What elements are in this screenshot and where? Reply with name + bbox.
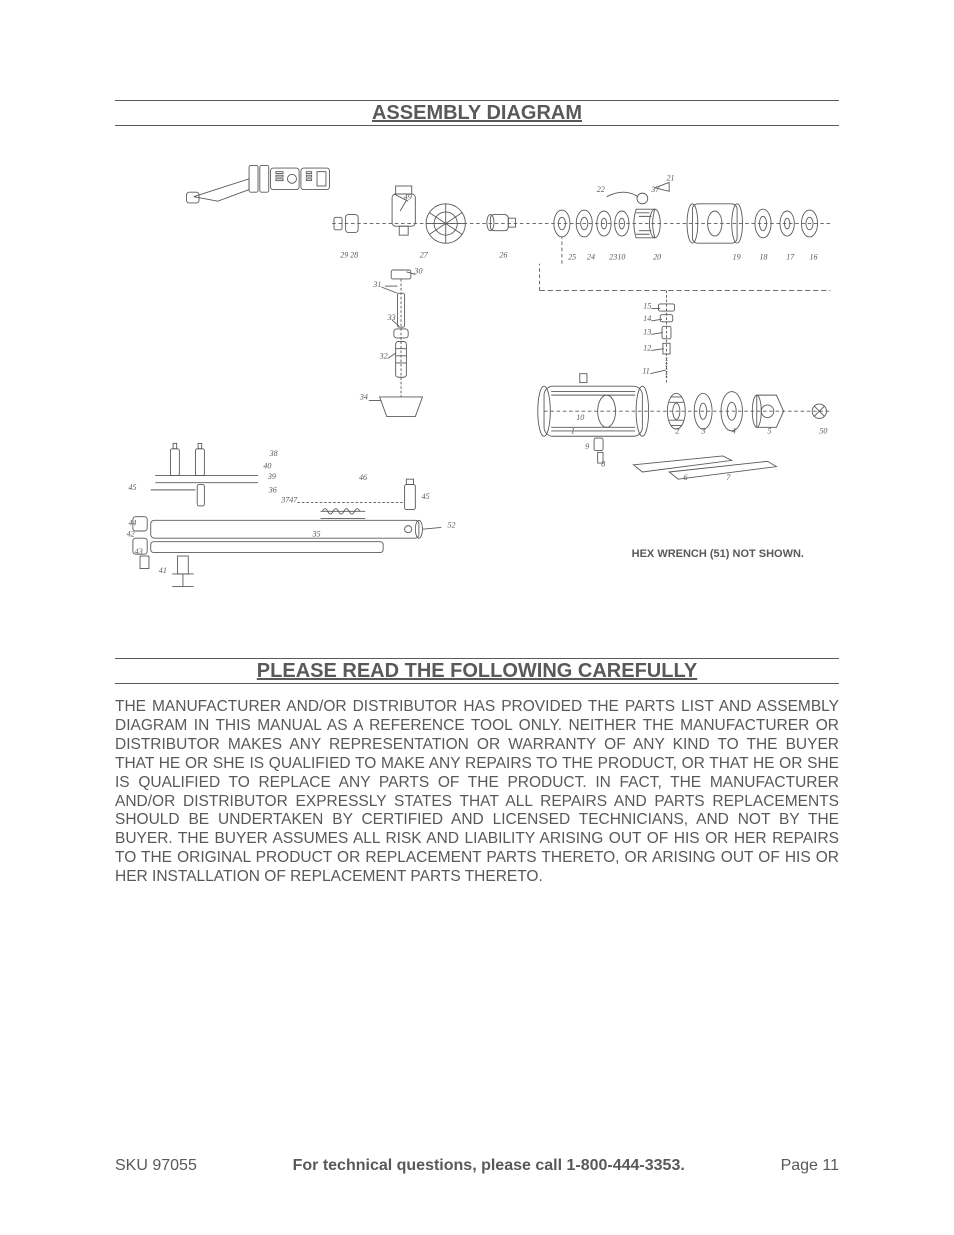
- part-label-15: 15: [643, 301, 651, 310]
- section-title-read-carefully: PLEASE READ THE FOLLOWING CAREFULLY: [115, 658, 839, 684]
- part-label-22: 22: [597, 185, 605, 194]
- part-label-16: 16: [810, 252, 818, 261]
- part-label-52: 52: [448, 520, 456, 529]
- part-label-13: 13: [643, 327, 651, 336]
- part-label-10: 10: [576, 413, 584, 422]
- part-label-23: 23: [609, 252, 617, 261]
- footer-sku: SKU 97055: [115, 1157, 197, 1175]
- part-label-9: 9: [585, 442, 589, 451]
- part-label-31: 31: [372, 280, 381, 289]
- part-label-27: 27: [420, 250, 429, 259]
- diagram-svg: 4929282726252423102237212019181716303133…: [115, 126, 839, 616]
- part-label-49: 49: [404, 192, 412, 201]
- part-label-26: 26: [499, 250, 507, 259]
- part-label-40: 40: [263, 461, 271, 470]
- part-label-20: 20: [653, 252, 661, 261]
- part-label-44: 44: [128, 519, 136, 528]
- part-label-41: 41: [159, 566, 167, 575]
- assembly-diagram: 4929282726252423102237212019181716303133…: [115, 126, 839, 616]
- part-label-34: 34: [359, 393, 368, 402]
- part-label-24: 24: [587, 252, 595, 261]
- footer-phone: For technical questions, please call 1-8…: [293, 1157, 685, 1175]
- part-label-33: 33: [387, 313, 396, 322]
- part-label-6: 6: [683, 473, 687, 482]
- part-label-11: 11: [642, 367, 649, 376]
- part-label-18: 18: [759, 252, 767, 261]
- part-label-28: 28: [350, 250, 358, 259]
- part-label-45: 45: [422, 492, 430, 501]
- page-footer: SKU 97055 For technical questions, pleas…: [115, 1157, 839, 1175]
- part-label-2: 2: [675, 427, 679, 436]
- part-label-30: 30: [413, 267, 422, 276]
- part-label-37: 37: [650, 185, 660, 194]
- section-title-assembly: ASSEMBLY DIAGRAM: [115, 100, 839, 126]
- part-label-5: 5: [767, 427, 771, 436]
- part-label-50: 50: [819, 427, 827, 436]
- part-label-38: 38: [269, 449, 278, 458]
- part-label-10: 10: [617, 252, 625, 261]
- gun-body: [187, 165, 330, 203]
- part-label-45: 45: [128, 483, 136, 492]
- part-label-8: 8: [601, 460, 605, 469]
- part-label-3: 3: [700, 427, 705, 436]
- diagram-note: HEX WRENCH (51) NOT SHOWN.: [632, 548, 804, 560]
- part-label-36: 36: [268, 486, 277, 495]
- manual-page: ASSEMBLY DIAGRAM: [0, 0, 954, 1235]
- part-label-32: 32: [379, 351, 388, 360]
- part-label-46: 46: [359, 473, 367, 482]
- part-label-14: 14: [643, 314, 651, 323]
- part-label-19: 19: [733, 252, 741, 261]
- warranty-paragraph: THE MANUFACTURER AND/OR DISTRIBUTOR HAS …: [115, 698, 839, 887]
- part-label-25: 25: [568, 252, 576, 261]
- part-label-1: 1: [571, 427, 575, 436]
- part-label-12: 12: [643, 343, 651, 352]
- footer-page-number: Page 11: [781, 1157, 839, 1175]
- part-label-29: 29: [340, 250, 348, 259]
- part-label-35: 35: [312, 529, 321, 538]
- part-label-43: 43: [135, 547, 143, 556]
- part-label-4: 4: [732, 427, 736, 436]
- part-label-21: 21: [666, 174, 674, 183]
- part-label-39: 39: [267, 472, 276, 481]
- part-label-42: 42: [127, 529, 135, 538]
- part-label-47: 47: [289, 495, 298, 504]
- part-label-7: 7: [726, 473, 731, 482]
- part-label-17: 17: [786, 252, 795, 261]
